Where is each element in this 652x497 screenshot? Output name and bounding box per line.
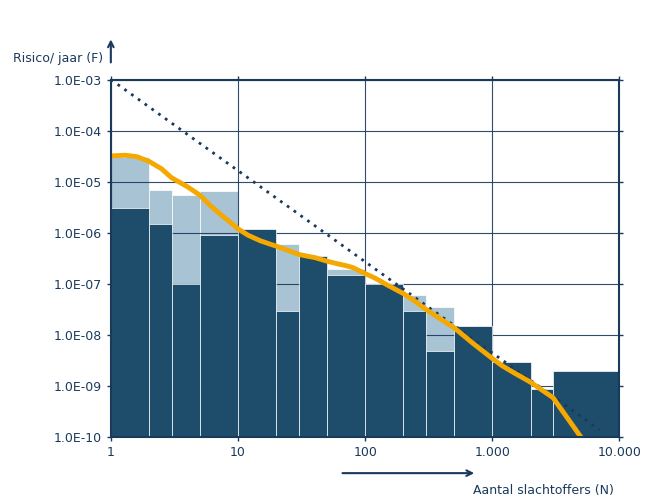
- Bar: [327, 268, 365, 489]
- Bar: [454, 326, 492, 489]
- Bar: [200, 235, 238, 489]
- Bar: [111, 208, 149, 489]
- Bar: [276, 311, 299, 489]
- Text: Risico/ jaar (F): Risico/ jaar (F): [13, 52, 103, 65]
- Bar: [365, 284, 404, 489]
- Bar: [492, 362, 531, 489]
- Bar: [238, 233, 276, 489]
- Bar: [404, 311, 426, 489]
- Bar: [531, 389, 553, 489]
- Bar: [299, 256, 327, 489]
- Text: Aantal slachtoffers (N): Aantal slachtoffers (N): [473, 484, 614, 497]
- Bar: [454, 358, 492, 489]
- Bar: [149, 224, 171, 489]
- Bar: [299, 256, 327, 489]
- Bar: [426, 307, 454, 489]
- Bar: [327, 275, 365, 489]
- Bar: [553, 371, 619, 489]
- Bar: [171, 195, 200, 489]
- Bar: [171, 284, 200, 489]
- Bar: [149, 190, 171, 489]
- Bar: [426, 350, 454, 489]
- Bar: [276, 244, 299, 489]
- Bar: [404, 295, 426, 489]
- Bar: [553, 437, 619, 489]
- Bar: [365, 307, 404, 489]
- Bar: [492, 402, 531, 489]
- Bar: [200, 191, 238, 489]
- Bar: [238, 229, 276, 489]
- Bar: [531, 437, 553, 489]
- Bar: [111, 158, 149, 489]
